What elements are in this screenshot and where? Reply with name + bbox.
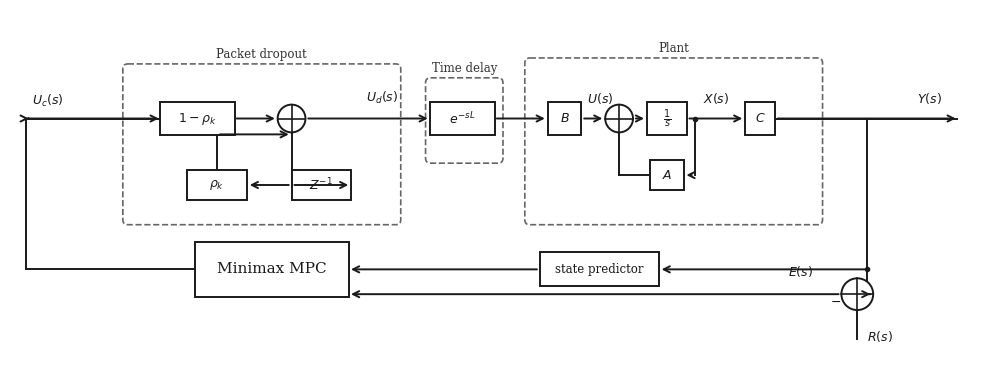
Text: $A$: $A$ [662,169,672,182]
Text: $e^{-sL}$: $e^{-sL}$ [449,110,476,127]
Text: $\rho_k$: $\rho_k$ [209,178,225,192]
Text: $1-\rho_k$: $1-\rho_k$ [178,111,217,127]
Text: $E(s)$: $E(s)$ [788,264,813,279]
Text: Time delay: Time delay [432,62,497,75]
Circle shape [841,278,873,310]
Text: $U_d(s)$: $U_d(s)$ [366,90,398,105]
Text: Minimax MPC: Minimax MPC [217,262,327,276]
Bar [745,102,775,135]
Text: $U_c(s)$: $U_c(s)$ [32,92,63,108]
Bar [292,170,351,200]
Bar [187,170,247,200]
Bar [160,102,235,135]
Bar [650,160,684,190]
Text: $\frac{1}{s}$: $\frac{1}{s}$ [663,107,671,130]
Text: Packet dropout: Packet dropout [216,48,307,61]
Text: $C$: $C$ [755,112,765,125]
Text: $U(s)$: $U(s)$ [587,91,614,105]
Circle shape [605,105,633,132]
Bar [430,102,495,135]
Text: $R(s)$: $R(s)$ [867,329,893,344]
Circle shape [278,105,305,132]
Bar [540,252,659,286]
Text: Plant: Plant [658,42,689,55]
Bar [647,102,687,135]
Bar [548,102,581,135]
Text: state predictor: state predictor [555,263,643,276]
Text: $X(s)$: $X(s)$ [703,91,730,105]
Bar [195,242,349,297]
Text: $B$: $B$ [560,112,569,125]
Text: $Y(s)$: $Y(s)$ [917,91,942,105]
Text: $-$: $-$ [830,295,841,307]
Text: $Z^{-1}$: $Z^{-1}$ [309,177,333,193]
